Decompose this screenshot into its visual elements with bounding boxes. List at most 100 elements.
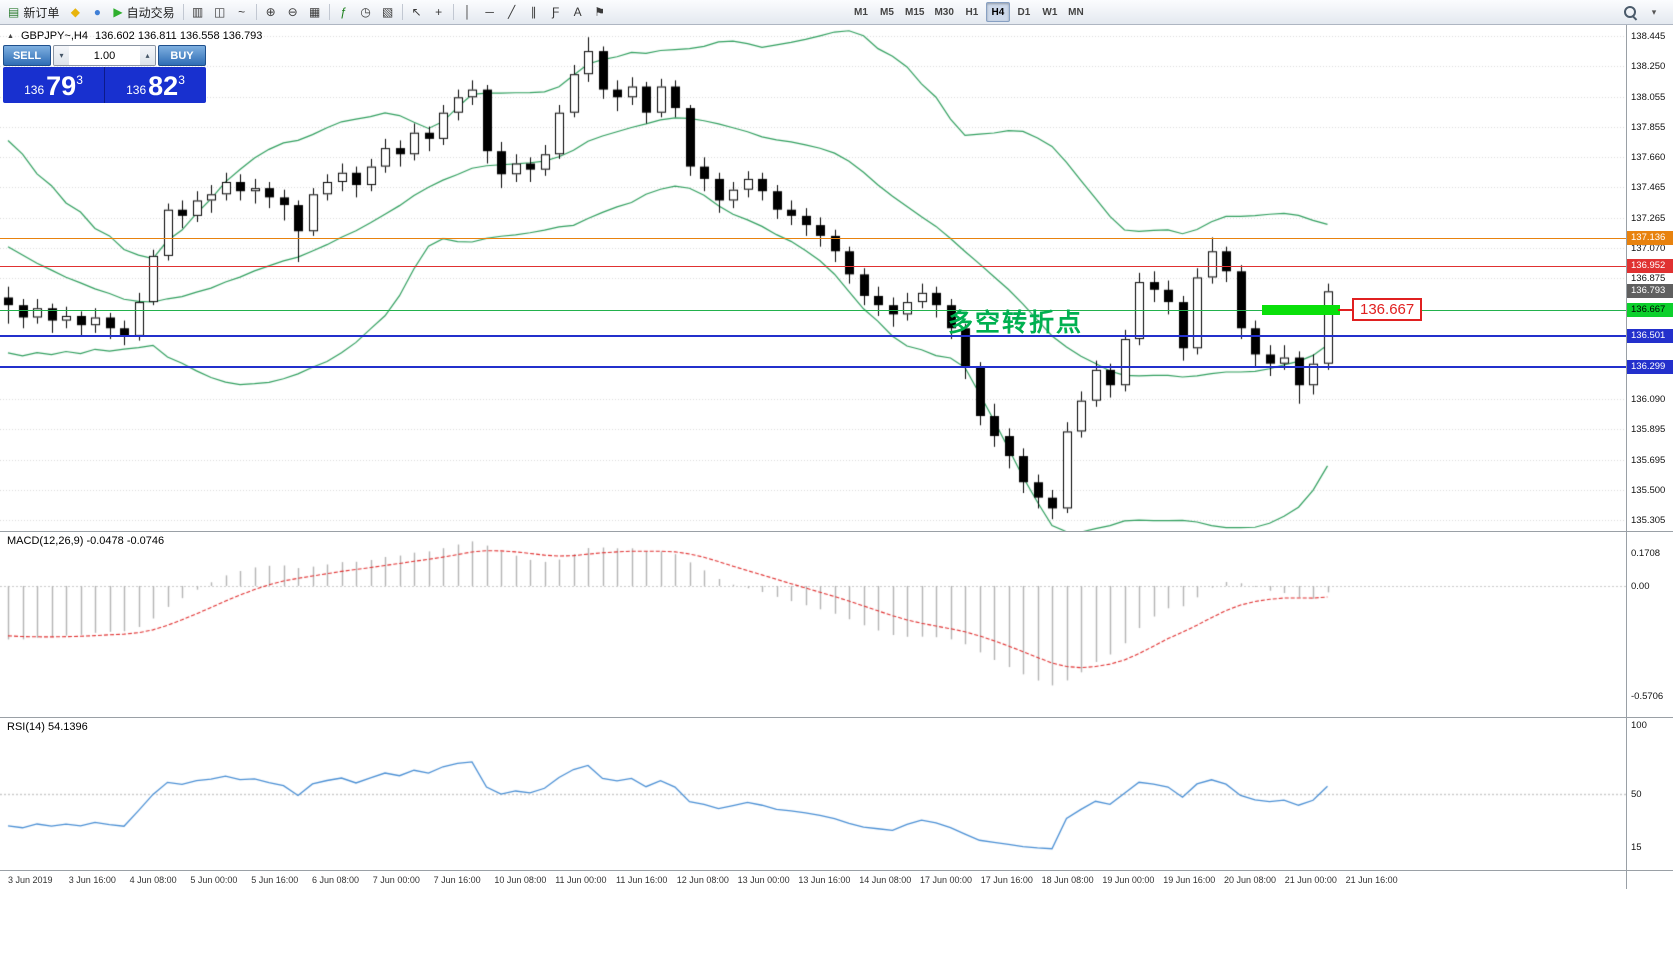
metaeditor-button[interactable]: ◆ [65,2,85,22]
price-tick-label: 135.695 [1631,455,1666,466]
price-axis-marker-136.299: 136.299 [1627,360,1673,374]
time-label: 12 Jun 08:00 [676,875,729,885]
toolbar-right-group: ▾ [1618,2,1665,22]
panel-resize-handle[interactable] [0,717,1673,718]
search-button[interactable] [1619,2,1642,22]
price-chart-canvas[interactable] [0,25,1626,871]
price-tick-label: 136.875 [1631,273,1666,284]
timeframe-button-mn[interactable]: MN [1068,6,1084,18]
template-icon: ▧ [381,5,394,19]
timeframe-toolbar: M1 M5 M15 M30 H1 H4 D1 W1 MN [848,2,1089,22]
price-axis[interactable]: 138.445 138.250 138.055 137.855 137.660 137.4… [1626,25,1673,889]
market-watch-button[interactable]: ● [87,2,107,22]
label-icon: ⚑ [594,5,605,19]
price-tick-label: 138.250 [1631,61,1666,72]
vertical-line-button[interactable]: │ [458,2,478,22]
price-tick-label: 135.305 [1631,515,1666,526]
bar-chart-mode-button[interactable]: ▥ [188,2,208,22]
trendline-icon: ╱ [507,5,516,19]
time-label: 3 Jun 16:00 [68,875,116,885]
sell-price-sup: 3 [76,73,83,87]
volume-decrease-button[interactable]: ▾ [54,46,69,65]
timeframe-button-h4[interactable]: H4 [985,2,1010,22]
time-label: 3 Jun 2019 [8,875,53,885]
buy-price-sup: 3 [178,73,185,87]
volume-value[interactable]: 1.00 [93,49,116,62]
timeframe-button-m1[interactable]: M1 [854,6,868,18]
line-chart-mode-icon: ~ [238,5,246,19]
fibonacci-icon: Ƒ [551,5,560,19]
new-order-button[interactable]: ▤ 新订单 [4,2,63,22]
auto-trading-label: 自动交易 [126,5,175,20]
timeframe-button-m15[interactable]: M15 [905,6,925,18]
auto-trading-icon: ▶ [113,5,123,19]
vertical-line-icon: │ [463,5,472,19]
bottom-spacer [0,889,1673,953]
rsi-axis-label-low: 15 [1631,842,1642,853]
indicators-button[interactable]: ƒ [334,2,354,22]
trendline-button[interactable]: ╱ [502,2,522,22]
timeframe-button-m30[interactable]: M30 [934,6,954,18]
channel-button[interactable]: ∥ [524,2,544,22]
crosshair-button[interactable]: + [429,2,449,22]
sell-button[interactable]: SELL [3,45,51,66]
time-label: 21 Jun 16:00 [1345,875,1398,885]
periods-button[interactable]: ◷ [356,2,376,22]
price-tick-label: 135.895 [1631,424,1666,435]
toolbar-left-group: ▤ 新订单 ◆ ● ▶ 自动交易 ▥ ◫ ~ ⊕ ⊖ ▦ ƒ ◷ ▧ ↖ + │ ─ ╱ ∥ Ƒ A ⚑ [0,2,611,22]
trade-controls-row: SELL ▾ 1.00 ▴ BUY [3,45,206,66]
time-label: 11 Jun 00:00 [555,875,607,885]
indicators-icon: ƒ [340,5,347,19]
turning-point-annotation[interactable]: 多空转折点 [948,309,1084,337]
timeframe-button-w1[interactable]: W1 [1042,6,1058,18]
cursor-button[interactable]: ↖ [407,2,427,22]
timeframe-button-h1[interactable]: H1 [965,6,979,18]
price-axis-marker-137.136: 137.136 [1627,231,1673,245]
order-price-label[interactable]: 136.667 [1352,298,1423,321]
market-watch-icon: ● [93,5,101,19]
one-click-trading-widget: SELL ▾ 1.00 ▴ BUY 136 79 3 136 82 3 [3,45,206,103]
tile-windows-icon: ▦ [308,5,321,19]
horizontal-line-button[interactable]: ─ [480,2,500,22]
volume-increase-button[interactable]: ▴ [140,46,155,65]
candlestick-mode-button[interactable]: ◫ [210,2,230,22]
symbol-ohlc: 136.602 136.811 136.558 136.793 [95,30,263,42]
price-tick-label: 137.465 [1631,182,1666,193]
auto-trading-button[interactable]: ▶ 自动交易 [109,2,178,22]
macd-axis-label-zero: 0.00 [1631,581,1650,592]
price-tick-label: 135.500 [1631,485,1666,496]
panel-resize-handle[interactable] [0,531,1673,532]
price-tick-label: 137.265 [1631,213,1666,224]
price-tick-label: 136.090 [1631,394,1666,405]
panel-resize-handle[interactable] [0,870,1673,871]
metaeditor-icon: ◆ [70,5,80,19]
time-label: 19 Jun 00:00 [1102,875,1155,885]
chart-symbol-info: ▲ GBPJPY~,H4 136.602 136.811 136.558 136… [7,30,266,42]
template-button[interactable]: ▧ [378,2,398,22]
zoom-in-button[interactable]: ⊕ [261,2,281,22]
text-button[interactable]: A [568,2,588,22]
time-label: 5 Jun 16:00 [251,875,299,885]
line-chart-mode-button[interactable]: ~ [232,2,252,22]
sell-price-panel[interactable]: 136 79 3 [3,67,105,103]
toolbar-options-button[interactable]: ▾ [1644,2,1664,22]
time-label: 20 Jun 08:00 [1224,875,1277,885]
toolbar-separator [452,4,454,20]
label-button[interactable]: ⚑ [590,2,610,22]
fibonacci-button[interactable]: Ƒ [546,2,566,22]
chevron-down-icon: ▾ [1651,6,1657,17]
tile-windows-button[interactable]: ▦ [305,2,325,22]
toolbar-separator [255,4,257,20]
price-tick-label: 138.055 [1631,92,1666,103]
timeframe-button-d1[interactable]: D1 [1017,6,1031,18]
timeframe-button-m5[interactable]: M5 [880,6,894,18]
toolbar-separator [328,4,330,20]
time-axis[interactable]: 3 Jun 2019 3 Jun 16:00 4 Jun 08:00 5 Jun 00… [0,871,1626,889]
zoom-out-button[interactable]: ⊖ [283,2,303,22]
macd-axis-label-low: -0.5706 [1631,691,1664,702]
buy-button[interactable]: BUY [158,45,206,66]
time-label: 7 Jun 16:00 [433,875,481,885]
rsi-axis-label-mid: 50 [1631,789,1642,800]
buy-price-panel[interactable]: 136 82 3 [105,67,206,103]
